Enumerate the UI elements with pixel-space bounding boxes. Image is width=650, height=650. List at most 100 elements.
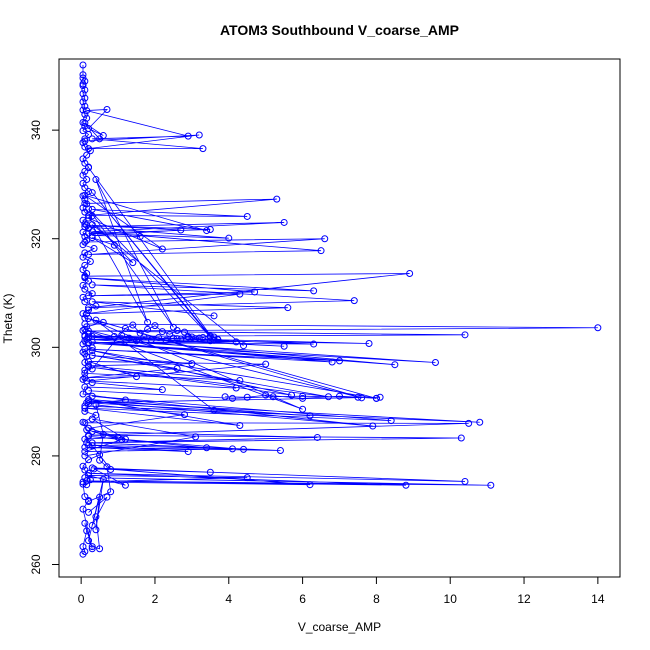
data-point: [158, 245, 166, 253]
data-point: [79, 61, 87, 69]
data-point: [372, 394, 380, 402]
data-point: [81, 135, 89, 143]
data-point: [313, 433, 321, 441]
data-point: [88, 545, 96, 553]
data-point: [188, 333, 196, 341]
data-point: [177, 335, 185, 343]
y-tick-label: 340: [29, 120, 43, 140]
data-point: [99, 430, 107, 438]
data-point: [79, 179, 87, 187]
data-point: [376, 393, 384, 401]
data-point: [262, 360, 270, 368]
data-point: [236, 290, 244, 298]
data-point: [144, 318, 152, 326]
y-axis: 260 280 300 320 340: [29, 120, 60, 575]
data-point: [129, 259, 137, 267]
data-point: [81, 167, 89, 175]
data-point: [173, 326, 181, 334]
data-point: [81, 102, 89, 110]
data-point: [85, 363, 93, 371]
data-point: [103, 493, 111, 501]
data-point: [79, 310, 87, 318]
data-point: [107, 488, 115, 496]
data-point: [92, 513, 100, 521]
series-8: [81, 269, 414, 320]
data-point: [81, 196, 89, 204]
plot-series: [79, 61, 602, 558]
data-point: [358, 394, 366, 402]
data-point: [236, 422, 244, 430]
data-point: [317, 247, 325, 255]
data-point: [369, 422, 377, 430]
data-point: [365, 340, 373, 348]
data-point: [99, 475, 107, 483]
data-point: [391, 361, 399, 369]
data-point: [79, 266, 87, 274]
y-tick-label: 260: [29, 554, 43, 574]
series-3: [81, 392, 484, 430]
data-point: [284, 304, 292, 312]
data-point: [81, 249, 89, 257]
data-point: [85, 424, 93, 432]
data-point: [225, 234, 233, 242]
data-point: [81, 350, 89, 358]
data-point: [269, 393, 277, 401]
x-axis: 0 2 4 6 8 10 12 14: [78, 576, 605, 606]
data-point: [85, 229, 93, 237]
series-line: [88, 167, 244, 347]
data-point: [594, 324, 602, 332]
series-11: [81, 106, 207, 153]
x-tick-label: 4: [225, 592, 232, 606]
data-point: [83, 114, 91, 122]
data-point: [79, 171, 87, 179]
data-point: [81, 184, 89, 192]
data-point: [306, 481, 314, 489]
data-point: [180, 328, 188, 336]
data-point: [92, 526, 100, 534]
data-point: [240, 342, 248, 350]
series-line: [84, 395, 480, 427]
data-point: [85, 432, 93, 440]
data-point: [81, 285, 89, 293]
data-point: [299, 405, 307, 413]
data-point: [83, 377, 91, 385]
data-point: [81, 337, 89, 345]
data-point: [96, 135, 104, 143]
data-point: [387, 417, 395, 425]
data-point: [243, 474, 251, 482]
data-point: [86, 258, 94, 266]
data-point: [169, 334, 177, 342]
data-point: [88, 281, 96, 289]
data-point: [85, 292, 93, 300]
data-point: [206, 225, 214, 233]
data-point: [81, 119, 89, 127]
data-point: [85, 250, 93, 258]
data-point: [81, 110, 89, 118]
data-point: [88, 521, 96, 529]
data-point: [81, 199, 89, 207]
data-point: [85, 187, 93, 195]
data-point: [79, 253, 87, 261]
data-point: [195, 131, 203, 139]
series-line: [84, 273, 410, 317]
series-line: [84, 404, 196, 502]
data-point: [85, 211, 93, 219]
x-tick-label: 2: [152, 592, 159, 606]
data-point: [79, 543, 87, 551]
y-tick-label: 300: [29, 337, 43, 357]
data-point: [465, 419, 473, 427]
data-point: [133, 337, 141, 345]
data-point: [79, 375, 87, 383]
data-point: [276, 446, 284, 454]
data-point: [280, 342, 288, 350]
data-point: [129, 321, 137, 329]
data-point: [81, 419, 89, 427]
x-tick-label: 0: [78, 592, 85, 606]
data-point: [92, 401, 100, 409]
series-1: [79, 464, 495, 489]
data-point: [85, 164, 93, 172]
data-point: [88, 415, 96, 423]
data-point: [79, 98, 87, 106]
data-point: [81, 191, 89, 199]
data-point: [79, 155, 87, 163]
